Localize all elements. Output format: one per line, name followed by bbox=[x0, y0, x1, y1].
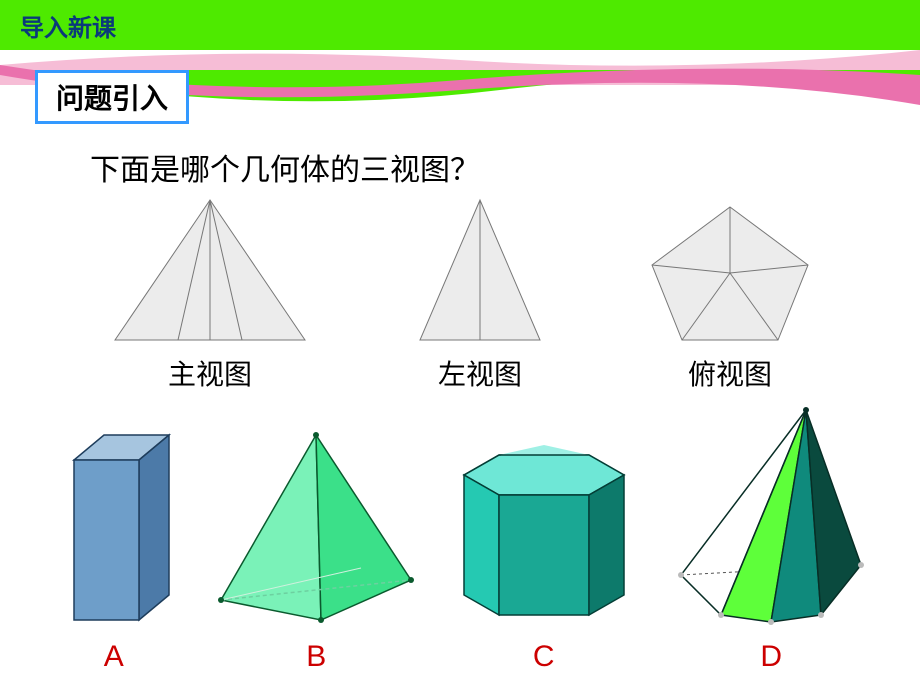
solid-b-label: B bbox=[306, 640, 326, 674]
solid-c-label: C bbox=[533, 640, 555, 674]
view-side: 左视图 bbox=[400, 195, 560, 393]
solid-b: B bbox=[211, 420, 421, 674]
tetra-icon bbox=[211, 420, 421, 630]
solid-d: D bbox=[666, 400, 876, 674]
solid-d-label: D bbox=[760, 640, 782, 674]
pentpyramid-icon bbox=[666, 400, 876, 630]
section-title-box: 问题引入 bbox=[35, 70, 189, 124]
solids-row: A B C bbox=[0, 400, 920, 674]
view-front: 主视图 bbox=[100, 195, 320, 393]
question-text: 下面是哪个几何体的三视图？ bbox=[90, 145, 480, 189]
view-side-label: 左视图 bbox=[438, 353, 522, 393]
view-top-label: 俯视图 bbox=[688, 353, 772, 393]
section-title-text: 问题引入 bbox=[56, 83, 168, 114]
top-bar-text: 导入新课 bbox=[20, 15, 116, 42]
view-side-svg bbox=[400, 195, 560, 345]
view-front-label: 主视图 bbox=[168, 353, 252, 393]
solid-c: C bbox=[449, 420, 639, 674]
cuboid-icon bbox=[44, 420, 184, 630]
solid-a: A bbox=[44, 420, 184, 674]
solid-a-label: A bbox=[104, 640, 124, 674]
view-top-svg bbox=[640, 195, 820, 345]
view-front-svg bbox=[100, 195, 320, 345]
hexprism-icon bbox=[449, 420, 639, 630]
views-row: 主视图 左视图 俯视图 bbox=[0, 195, 920, 393]
view-top: 俯视图 bbox=[640, 195, 820, 393]
top-bar: 导入新课 bbox=[0, 0, 920, 50]
